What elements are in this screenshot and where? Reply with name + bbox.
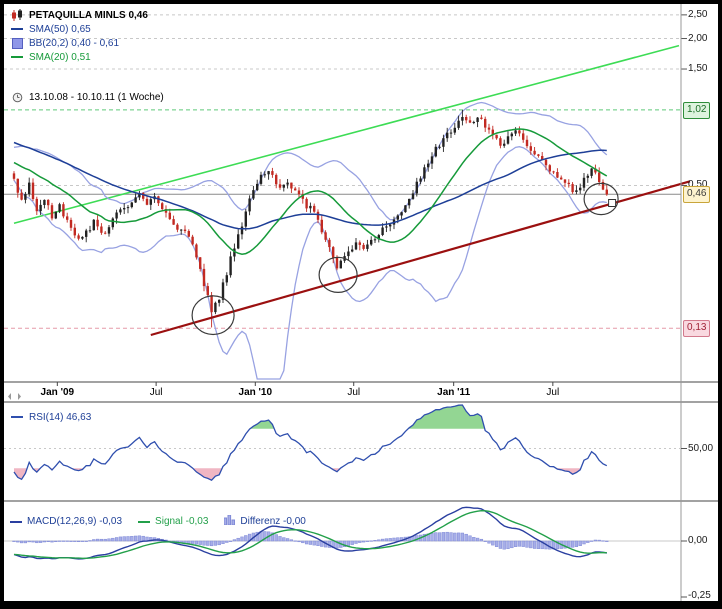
rsi-overbought-fill — [250, 420, 275, 429]
left-right-arrows-icon — [8, 393, 21, 400]
signal-legend-item: Signal -0,03 — [138, 516, 208, 527]
rsi-legend: RSI(14) 46,63 — [10, 410, 91, 424]
chart-surface[interactable]: PETAQUILLA MINLS 0,46 SMA(50) 0,65 BB(20… — [4, 4, 718, 601]
ascending-support-trendline[interactable] — [150, 180, 691, 337]
sma20-legend-label: SMA(20) 0,51 — [29, 51, 91, 63]
macd-line — [13, 506, 607, 560]
rsi-legend-label: RSI(14) 46,63 — [29, 411, 92, 423]
date-axis-label: Jul — [546, 387, 560, 398]
sma50-line — [13, 141, 607, 230]
rsi-overbought-fill — [408, 405, 485, 429]
timerange-row: 13.10.08 - 10.10.11 (1 Woche) — [10, 90, 164, 104]
price-axis-label: 2,00 — [688, 32, 708, 44]
annotations-layer[interactable] — [191, 182, 619, 336]
price-axis-label: 0,50 — [688, 179, 708, 191]
macd-axis-zero-label: 0,00 — [688, 535, 708, 546]
macd-panel-graphics — [4, 506, 687, 598]
rsi-swatch — [11, 416, 23, 418]
bollinger-upper-line — [13, 101, 608, 221]
date-axis-label: Jan '09 — [40, 387, 75, 398]
annotation-selection-handle[interactable] — [608, 199, 617, 207]
rsi-oversold-fill — [32, 468, 41, 473]
bollinger-swatch — [11, 37, 23, 49]
sma50-legend-label: SMA(50) 0,65 — [29, 23, 91, 35]
macd-legend-label: MACD(12,26,9) -0,03 — [27, 516, 123, 527]
time-range-label: 13.10.08 - 10.10.11 (1 Woche) — [29, 91, 164, 103]
candles-layer — [12, 109, 608, 328]
instrument-row: PETAQUILLA MINLS 0,46 — [10, 8, 164, 22]
clock-icon — [10, 92, 24, 103]
circle-annotation-2[interactable] — [318, 256, 358, 293]
bollinger-lower-line — [13, 146, 607, 380]
candlestick-icon — [10, 8, 24, 22]
panel-separators — [4, 4, 718, 601]
date-axis-label: Jan '10 — [238, 387, 273, 398]
sma20-line — [13, 128, 608, 255]
macd-signal-line — [13, 509, 607, 559]
sma20-swatch — [11, 56, 23, 58]
circle-annotation-3[interactable] — [583, 182, 619, 216]
main-legend: PETAQUILLA MINLS 0,46 SMA(50) 0,65 BB(20… — [10, 8, 164, 104]
signal-swatch — [138, 520, 151, 523]
rsi-oversold-fill — [192, 468, 223, 481]
macd-legend-item: MACD(12,26,9) -0,03 — [10, 516, 122, 527]
histogram-icon — [223, 514, 236, 528]
price-badge-last: 0,46 — [683, 186, 711, 204]
scroll-left-right-control[interactable] — [7, 388, 22, 406]
bb-legend-label: BB(20,2) 0,40 - 0,61 — [29, 37, 120, 49]
date-axis-label: Jan '11 — [437, 387, 471, 398]
circle-annotation-1[interactable] — [191, 295, 235, 336]
signal-legend-label: Signal -0,03 — [155, 516, 209, 527]
instrument-title: PETAQUILLA MINLS 0,46 — [29, 9, 148, 21]
price-chart-canvas[interactable] — [4, 4, 718, 601]
macd-legend: MACD(12,26,9) -0,03 Signal -0,03 Differe… — [10, 514, 306, 528]
date-axis-label: Jul — [149, 387, 163, 398]
sma50-swatch — [11, 28, 23, 30]
macd-swatch — [10, 520, 22, 523]
rsi-panel-graphics — [4, 404, 687, 481]
differenz-legend-item: Differenz -0,00 — [223, 514, 306, 528]
price-axis-label: 2,50 — [688, 8, 708, 20]
ascending-resistance-trendline[interactable] — [13, 44, 680, 225]
macd-axis-min-label: -0,25 — [688, 590, 711, 601]
sma20-legend-row: SMA(20) 0,51 — [10, 50, 164, 64]
differenz-legend-label: Differenz -0,00 — [240, 516, 306, 527]
price-badge-high: 1,02 — [683, 101, 711, 119]
price-badge-low: 0,13 — [683, 320, 711, 338]
sma50-legend-row: SMA(50) 0,65 — [10, 22, 164, 36]
price-axis-label: 1,50 — [688, 63, 708, 75]
rsi-axis-label: 50,00 — [688, 442, 714, 454]
date-axis-label: Jul — [347, 387, 361, 398]
rsi-line — [13, 404, 608, 481]
bb-legend-row: BB(20,2) 0,40 - 0,61 — [10, 36, 164, 50]
